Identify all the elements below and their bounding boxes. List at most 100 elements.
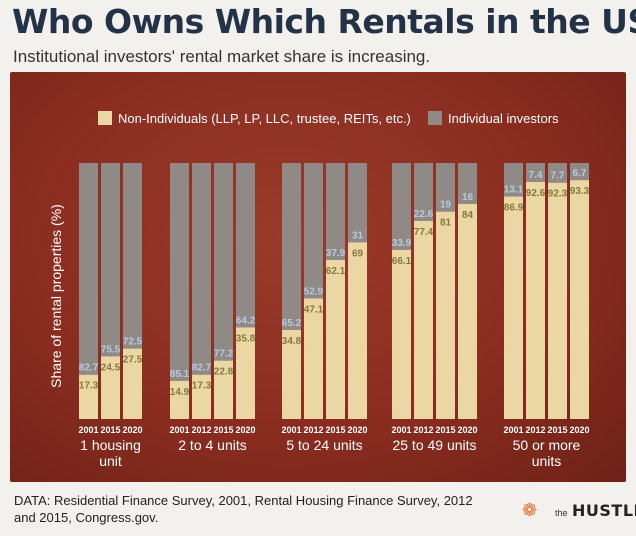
bar-non-individual xyxy=(458,203,477,419)
stacked-bar-chart: Non-Individuals (LLP, LP, LLC, trustee, … xyxy=(48,111,590,469)
data-label-individual: 33.9 xyxy=(392,238,412,249)
bar-non-individual xyxy=(526,181,545,419)
x-tick-label-year: 2012 xyxy=(525,425,545,435)
data-label-non-individual: 92.3 xyxy=(548,189,568,200)
x-tick-label-year: 2015 xyxy=(435,425,455,435)
legend-label-individual-investors: Individual investors xyxy=(448,111,559,126)
bar-individual xyxy=(414,163,433,221)
group-label: units xyxy=(532,453,562,469)
bar-non-individual xyxy=(282,329,301,419)
x-tick-label-year: 2015 xyxy=(100,425,120,435)
legend-swatch-individual-investors xyxy=(428,111,442,125)
data-label-individual: 22.6 xyxy=(414,209,434,220)
data-label-non-individual: 69 xyxy=(352,248,364,259)
x-tick-label-year: 2012 xyxy=(413,425,433,435)
group-label: 50 or more xyxy=(513,437,581,453)
data-label-individual: 75.5 xyxy=(101,344,121,355)
x-tick-label-year: 2001 xyxy=(503,425,523,435)
data-label-non-individual: 17.3 xyxy=(192,381,212,392)
bar-non-individual xyxy=(101,356,120,419)
x-tick-label-year: 2001 xyxy=(391,425,411,435)
data-label-individual: 72.5 xyxy=(123,337,143,348)
bar-non-individual xyxy=(170,380,189,419)
data-label-individual: 82.7 xyxy=(192,363,212,374)
bar-individual xyxy=(548,163,567,183)
hustle-logo: ❁ the HUSTLE xyxy=(522,500,636,524)
data-label-individual: 37.9 xyxy=(326,248,346,259)
group-label: 25 to 49 units xyxy=(392,437,476,453)
group-label: 1 housing xyxy=(80,437,141,453)
source-note: DATA: Residential Finance Survey, 2001, … xyxy=(14,492,484,526)
x-tick-label-year: 2020 xyxy=(235,425,255,435)
bar-non-individual xyxy=(504,196,523,419)
chart-title: Who Owns Which Rentals in the US xyxy=(12,2,636,41)
bar-non-individual xyxy=(570,180,589,419)
data-label-non-individual: 62.1 xyxy=(326,266,346,277)
data-label-non-individual: 24.5 xyxy=(101,362,121,373)
data-label-individual: 19 xyxy=(440,200,452,211)
bar-individual xyxy=(348,163,367,243)
data-label-non-individual: 86.9 xyxy=(504,203,524,214)
bar-individual xyxy=(101,163,120,357)
x-tick-label-year: 2012 xyxy=(303,425,323,435)
data-label-non-individual: 27.5 xyxy=(123,355,143,366)
bar-individual xyxy=(458,163,477,204)
x-tick-label-year: 2001 xyxy=(281,425,301,435)
data-label-non-individual: 35.8 xyxy=(236,333,256,344)
x-tick-label-year: 2015 xyxy=(325,425,345,435)
data-label-individual: 65.2 xyxy=(282,318,302,329)
x-tick-label-year: 2012 xyxy=(191,425,211,435)
bar-individual xyxy=(436,163,455,212)
chart-panel: Non-Individuals (LLP, LP, LLC, trustee, … xyxy=(10,72,626,482)
data-label-individual: 7.7 xyxy=(551,171,565,182)
legend-label-non-individuals: Non-Individuals (LLP, LP, LLC, trustee, … xyxy=(118,111,411,126)
data-label-individual: 7.4 xyxy=(529,170,543,181)
bar-non-individual xyxy=(79,374,98,419)
bar-non-individual xyxy=(236,327,255,419)
bar-individual xyxy=(570,163,589,181)
data-label-non-individual: 14.9 xyxy=(170,387,190,398)
data-label-individual: 31 xyxy=(352,230,364,241)
x-tick-label-year: 2020 xyxy=(457,425,477,435)
data-label-non-individual: 47.1 xyxy=(304,304,324,315)
group-label: 2 to 4 units xyxy=(178,437,247,453)
bar-non-individual xyxy=(326,260,345,419)
x-tick-label-year: 2020 xyxy=(122,425,142,435)
data-label-non-individual: 77.4 xyxy=(414,227,434,238)
logo-wordmark: HUSTLE xyxy=(572,501,636,520)
data-label-non-individual: 22.8 xyxy=(214,367,234,378)
data-label-individual: 16 xyxy=(462,192,474,203)
data-label-individual: 6.7 xyxy=(573,168,587,179)
bar-individual xyxy=(326,163,345,261)
data-label-individual: 82.7 xyxy=(79,363,99,374)
bar-individual xyxy=(192,163,211,375)
source-line-1: DATA: Residential Finance Survey, 2001, … xyxy=(14,493,473,508)
data-label-individual: 64.2 xyxy=(236,315,256,326)
bar-individual xyxy=(170,163,189,381)
data-label-non-individual: 34.8 xyxy=(282,336,302,347)
x-tick-label-year: 2001 xyxy=(169,425,189,435)
bar-non-individual xyxy=(414,220,433,419)
bar-individual xyxy=(123,163,142,349)
x-tick-label-year: 2015 xyxy=(213,425,233,435)
data-label-non-individual: 84 xyxy=(462,210,474,221)
bar-non-individual xyxy=(304,298,323,419)
bar-individual xyxy=(504,163,523,197)
source-line-2: and 2015, Congress.gov. xyxy=(14,510,159,525)
bar-individual xyxy=(214,163,233,361)
y-axis-label: Share of rental properties (%) xyxy=(48,204,64,388)
bar-non-individual xyxy=(548,182,567,419)
group-label: 5 to 24 units xyxy=(286,437,362,453)
x-tick-label-year: 2020 xyxy=(347,425,367,435)
bar-individual xyxy=(236,163,255,328)
bar-individual xyxy=(282,163,301,330)
group-label: unit xyxy=(99,453,122,469)
bar-non-individual xyxy=(123,348,142,419)
bar-non-individual xyxy=(214,360,233,419)
data-label-individual: 77.2 xyxy=(214,349,234,360)
legend-swatch-non-individuals xyxy=(98,111,112,125)
bar-individual xyxy=(392,163,411,250)
bar-individual xyxy=(526,163,545,182)
data-label-non-individual: 66.1 xyxy=(392,256,412,267)
bar-non-individual xyxy=(348,242,367,419)
